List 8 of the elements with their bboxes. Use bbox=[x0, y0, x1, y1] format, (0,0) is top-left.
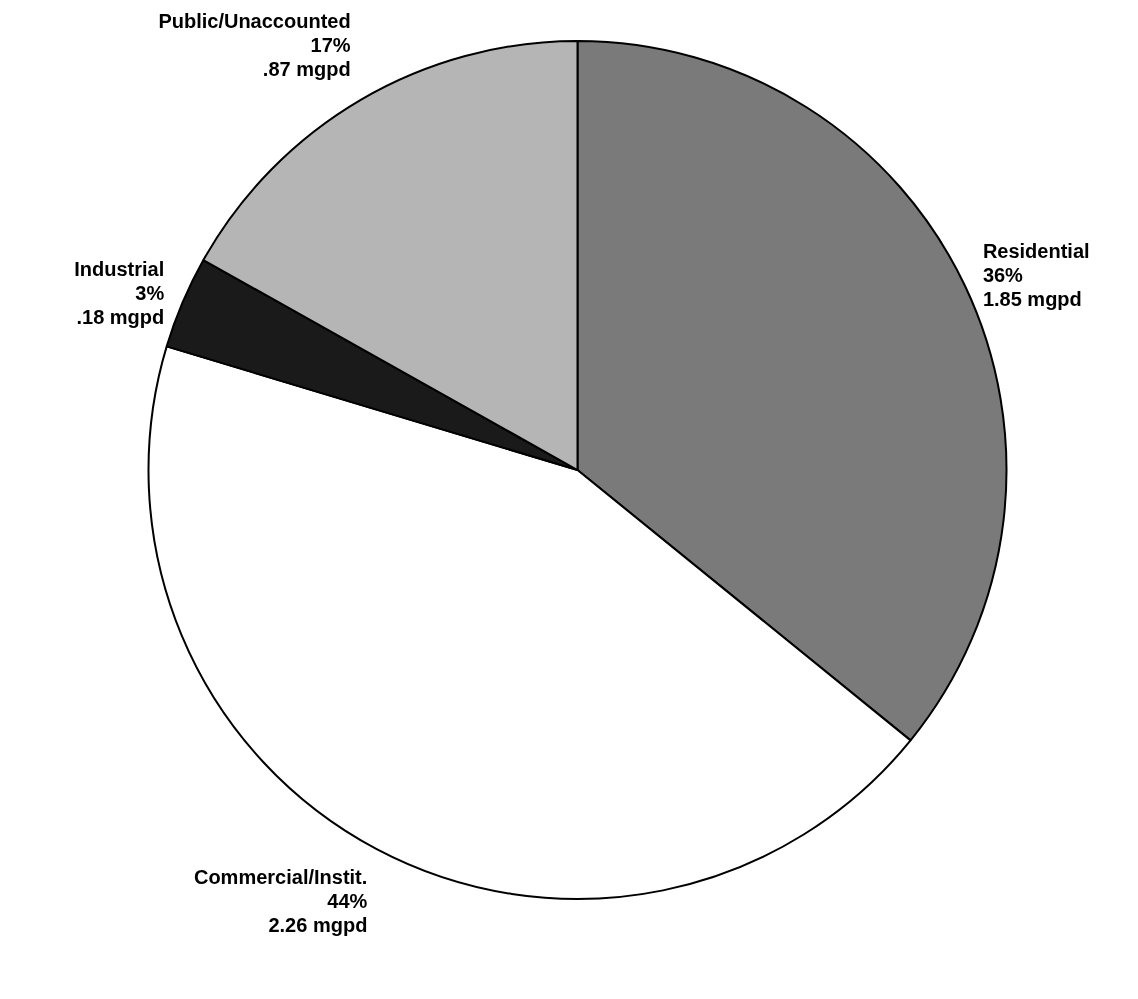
slice-label: Industrial bbox=[74, 257, 165, 280]
data-label: 36% 1.85 mgpd bbox=[982, 264, 1082, 311]
data-label: 3% .18 mgpd bbox=[76, 281, 165, 328]
slice-label: Commercial/Instit. bbox=[193, 866, 368, 889]
slice-label: Public/Unaccounted bbox=[158, 10, 351, 33]
data-label: 17% .87 mgpd bbox=[262, 34, 351, 81]
slice-label: Residential bbox=[982, 240, 1090, 263]
data-label: 44% 2.26 mgpd bbox=[268, 890, 368, 937]
